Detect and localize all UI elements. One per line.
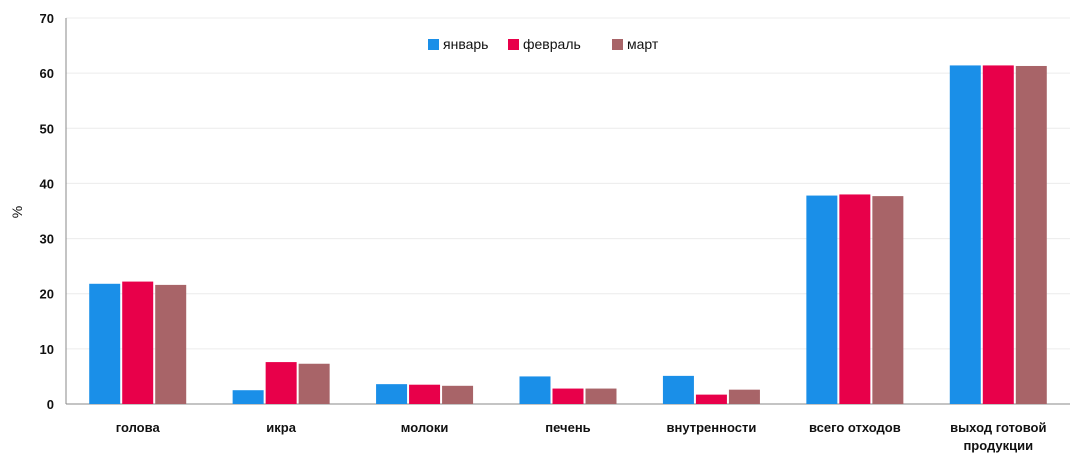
y-tick-label: 30 (40, 232, 54, 247)
bar (122, 281, 154, 404)
bar (1015, 65, 1047, 404)
x-tick-label: выход готовой (950, 420, 1046, 435)
y-tick-label: 70 (40, 11, 54, 26)
bar (376, 384, 408, 404)
bar (662, 375, 694, 404)
bar (695, 394, 727, 404)
bar (839, 194, 871, 404)
bar (442, 385, 474, 404)
axes: 0 10 20 30 40 50 60 70 (40, 11, 1070, 412)
x-tick-label: продукции (963, 438, 1033, 453)
bar (232, 390, 264, 404)
bar (519, 376, 551, 404)
legend-label: март (627, 36, 659, 52)
y-tick-label: 50 (40, 121, 54, 136)
x-tick-label: всего отходов (809, 420, 901, 435)
x-tick-label: молоки (401, 420, 449, 435)
category-labels: голова икра молоки печень внутренности всего … (116, 420, 1047, 453)
y-tick-label: 0 (47, 397, 54, 412)
legend-swatch (428, 39, 439, 50)
bar (806, 195, 838, 404)
bar (298, 363, 330, 404)
legend-label: январь (443, 36, 488, 52)
bar (872, 196, 904, 404)
bar (89, 283, 121, 404)
bar (409, 384, 441, 404)
y-tick-label: 10 (40, 342, 54, 357)
y-tick-label: 20 (40, 287, 54, 302)
bars (89, 65, 1047, 405)
legend: январь февраль март (428, 36, 659, 52)
x-tick-label: голова (116, 420, 161, 435)
bar (949, 65, 981, 405)
bar (982, 65, 1014, 405)
bar (728, 389, 760, 404)
bar (585, 388, 617, 404)
x-tick-label: печень (545, 420, 590, 435)
bar (155, 284, 187, 404)
y-tick-label: 60 (40, 66, 54, 81)
y-axis-label: % (9, 206, 25, 218)
x-tick-label: внутренности (667, 420, 757, 435)
legend-label: февраль (523, 36, 581, 52)
bar (552, 388, 584, 404)
grid-lines (66, 17, 1070, 350)
x-tick-label: икра (266, 420, 296, 435)
legend-swatch (612, 39, 623, 50)
legend-swatch (508, 39, 519, 50)
bar (265, 362, 297, 404)
y-tick-label: 40 (40, 176, 54, 191)
